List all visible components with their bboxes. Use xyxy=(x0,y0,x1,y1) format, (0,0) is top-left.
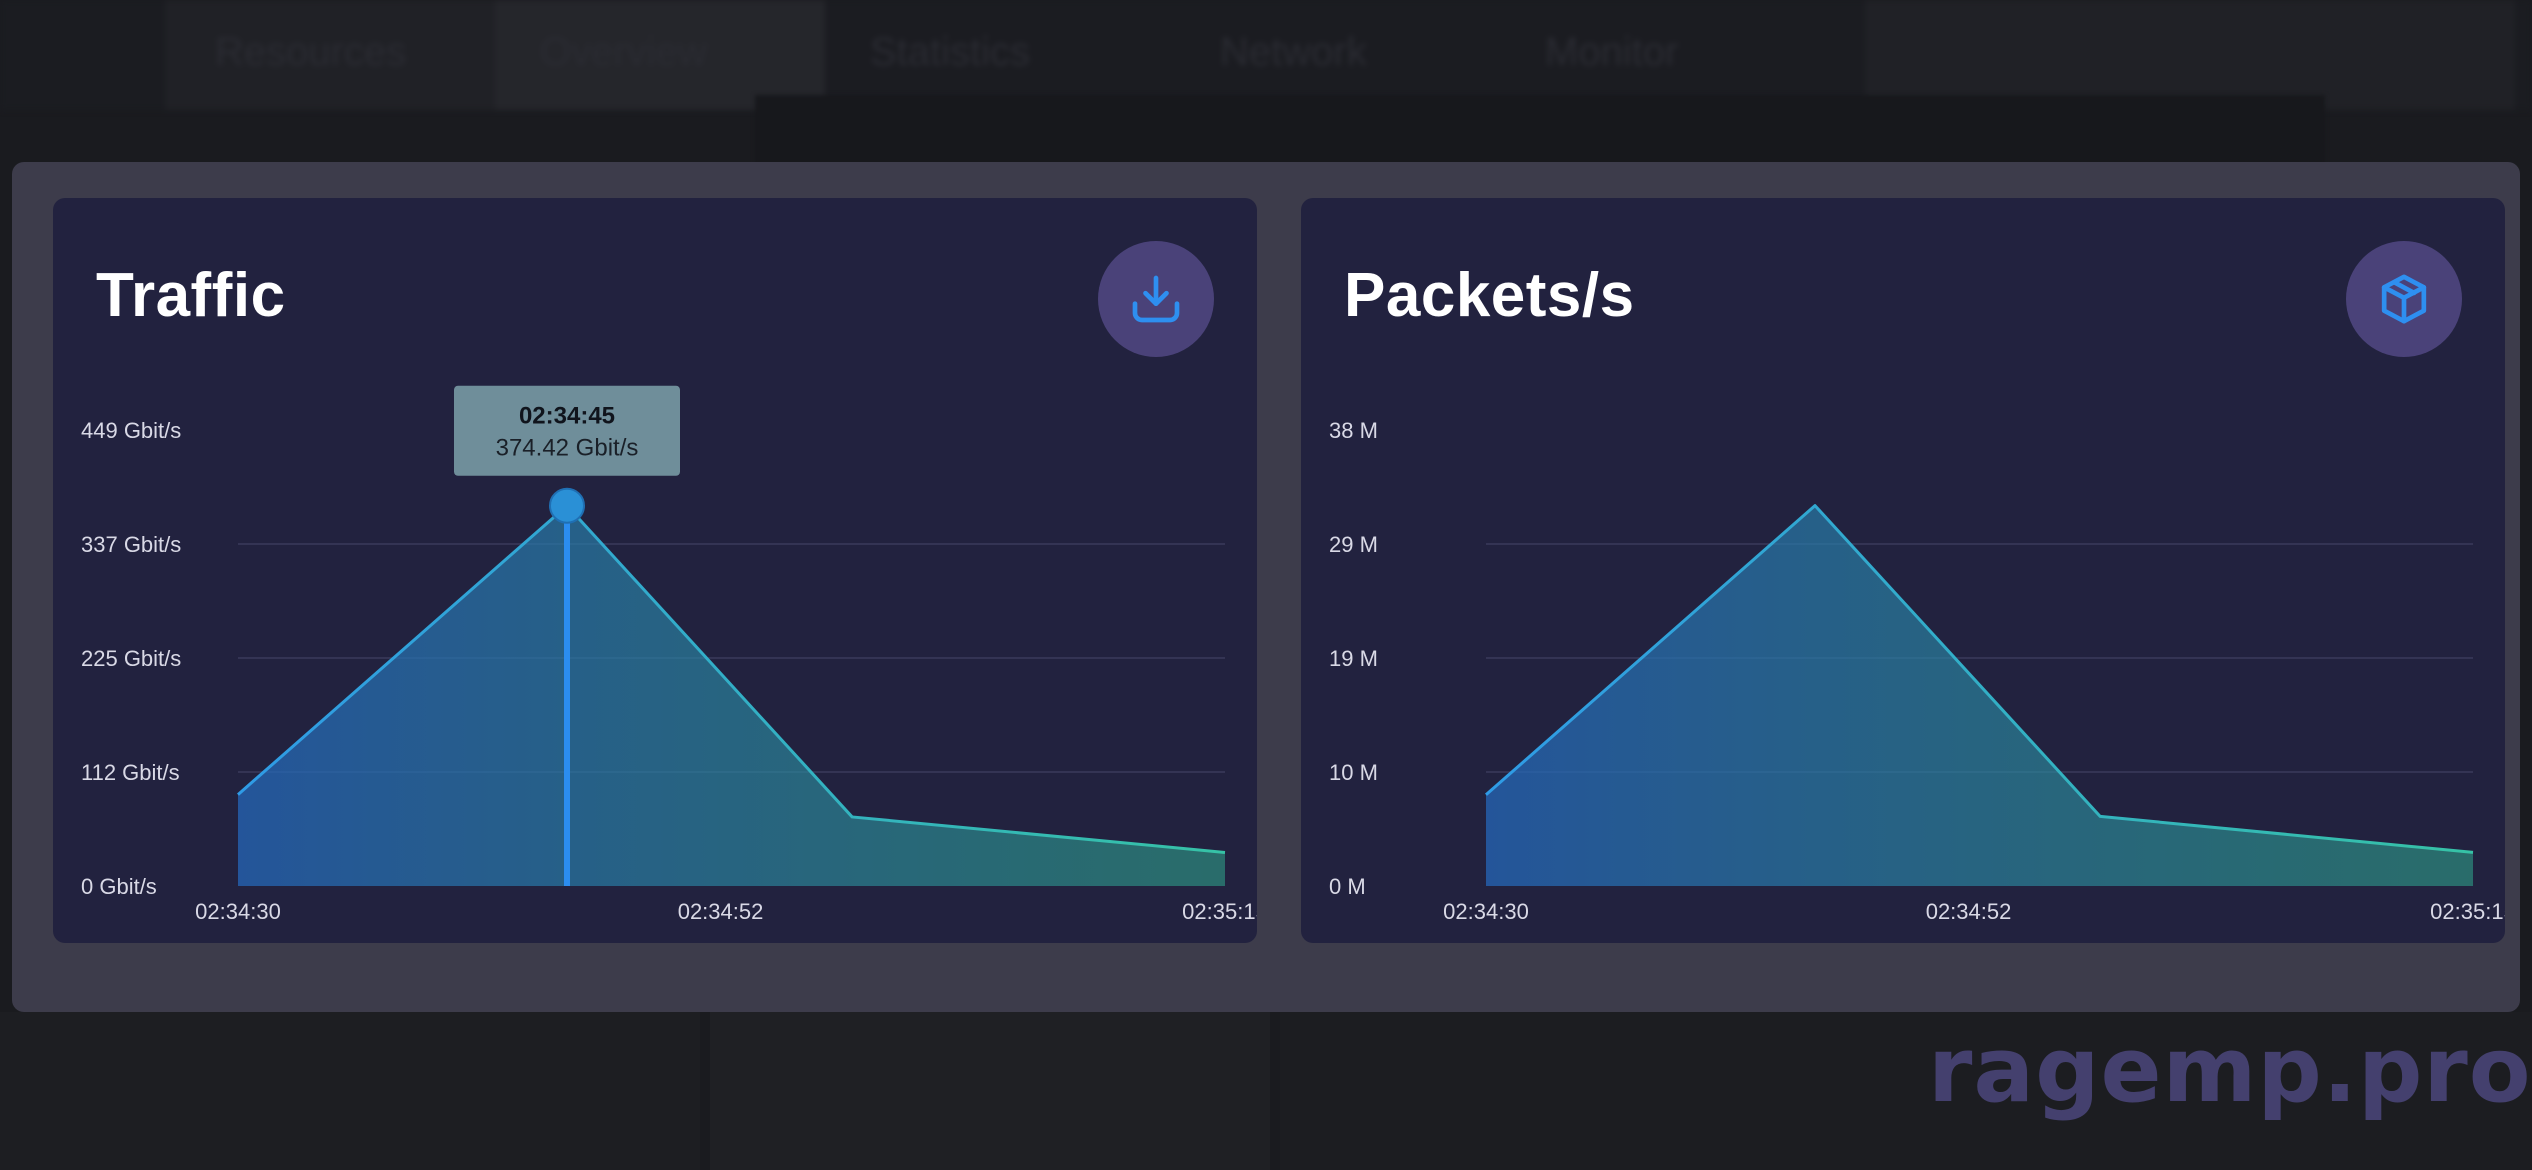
y-tick-label: 449 Gbit/s xyxy=(81,418,181,443)
bg-block-3 xyxy=(1280,1012,2532,1170)
bg-tab-1: Resources xyxy=(215,30,407,74)
box-icon xyxy=(2381,274,2427,324)
x-tick-label: 02:34:30 xyxy=(195,899,281,924)
watermark-logo: ragemp.pro xyxy=(1928,1018,2532,1123)
tooltip-time: 02:34:45 xyxy=(519,403,615,430)
traffic-title: Traffic xyxy=(96,261,286,330)
packets-icon-button[interactable] xyxy=(2346,241,2462,357)
bg-block-1 xyxy=(0,1012,700,1170)
bg-tab-4: Network xyxy=(1220,30,1367,74)
bg-block-2 xyxy=(710,1012,1270,1170)
packets-card: Packets/s 0 M 10 M 19 M 29 M 38 M 02:34:30 02:… xyxy=(1301,198,2505,943)
y-tick-label: 112 Gbit/s xyxy=(81,760,180,785)
packets-chart[interactable]: 0 M 10 M 19 M 29 M 38 M 02:34:30 02:34:52 02:35… xyxy=(1301,198,2505,943)
bg-tab-3: Statistics xyxy=(870,30,1031,74)
tooltip-box xyxy=(454,385,680,476)
bg-tab-2: Overview xyxy=(540,30,707,74)
y-tick-label: 0 M xyxy=(1329,874,1366,899)
y-tick-label: 38 M xyxy=(1329,418,1378,443)
packets-title: Packets/s xyxy=(1344,261,1635,330)
y-tick-label: 29 M xyxy=(1329,532,1378,557)
y-tick-label: 10 M xyxy=(1329,760,1378,785)
y-tick-label: 0 Gbit/s xyxy=(81,874,157,899)
y-tick-label: 337 Gbit/s xyxy=(81,532,181,557)
tooltip-value: 374.42 Gbit/s xyxy=(496,435,639,462)
series-line xyxy=(237,504,1226,854)
series-area xyxy=(1486,505,2473,886)
x-tick-label: 02:34:30 xyxy=(1443,899,1529,924)
hover-marker xyxy=(549,487,585,524)
x-tick-label: 02:35:15 xyxy=(2430,899,2505,924)
x-tick-label: 02:34:52 xyxy=(678,899,764,924)
hover-tooltip: 02:34:45 374.42 Gbit/s xyxy=(454,385,680,476)
traffic-chart[interactable]: 0 Gbit/s 112 Gbit/s 225 Gbit/s 337 Gbit/s 44… xyxy=(53,198,1257,943)
series-line xyxy=(1485,504,2474,854)
background-nav: Resources Overview Statistics Network Mo… xyxy=(0,0,2532,110)
stats-overlay: Traffic 0 Gbit/s 112 Gbit/s 225 Gbit/s 337 … xyxy=(12,162,2520,1012)
download-icon xyxy=(1132,275,1180,323)
background-strip xyxy=(755,95,2325,165)
traffic-card: Traffic 0 Gbit/s 112 Gbit/s 225 Gbit/s 337 … xyxy=(53,198,1257,943)
bg-tab-5: Monitor xyxy=(1545,30,1679,74)
traffic-icon-button[interactable] xyxy=(1098,241,1214,357)
x-tick-label: 02:34:52 xyxy=(1926,899,2012,924)
y-tick-label: 19 M xyxy=(1329,646,1378,671)
y-tick-label: 225 Gbit/s xyxy=(81,646,181,671)
series-area xyxy=(238,505,1225,886)
x-tick-label: 02:35:15 xyxy=(1182,899,1257,924)
